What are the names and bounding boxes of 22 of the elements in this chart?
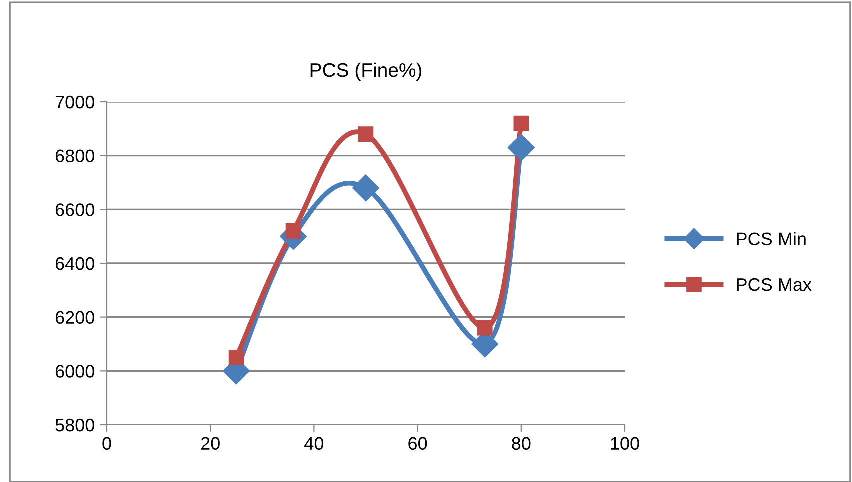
y-tick-label: 6800 xyxy=(56,150,94,163)
x-tick-label: 100 xyxy=(611,437,640,450)
legend-label: PCS Max xyxy=(737,278,812,292)
y-tick-label: 6600 xyxy=(56,204,94,216)
point xyxy=(514,116,530,132)
y-tick-label: 7000 xyxy=(56,96,94,109)
y-tick-label: 5800 xyxy=(56,418,94,432)
legend-label: PCS Min xyxy=(737,232,806,246)
point xyxy=(352,174,380,202)
y-tick-label: 6000 xyxy=(56,365,94,378)
x-tick-label: 60 xyxy=(408,437,428,450)
y-tick-label: 6200 xyxy=(56,311,94,324)
x-tick-label: 40 xyxy=(304,437,324,450)
point xyxy=(508,134,535,162)
x-tick-label: 80 xyxy=(512,437,531,450)
point xyxy=(358,126,374,142)
y-tick-label: 6400 xyxy=(56,257,94,270)
x-tick-label: 0 xyxy=(102,437,112,450)
x-tick-label: 20 xyxy=(201,437,220,450)
point xyxy=(478,320,493,336)
point xyxy=(228,350,244,366)
chart-title: PCS (Fine%) xyxy=(310,62,422,82)
